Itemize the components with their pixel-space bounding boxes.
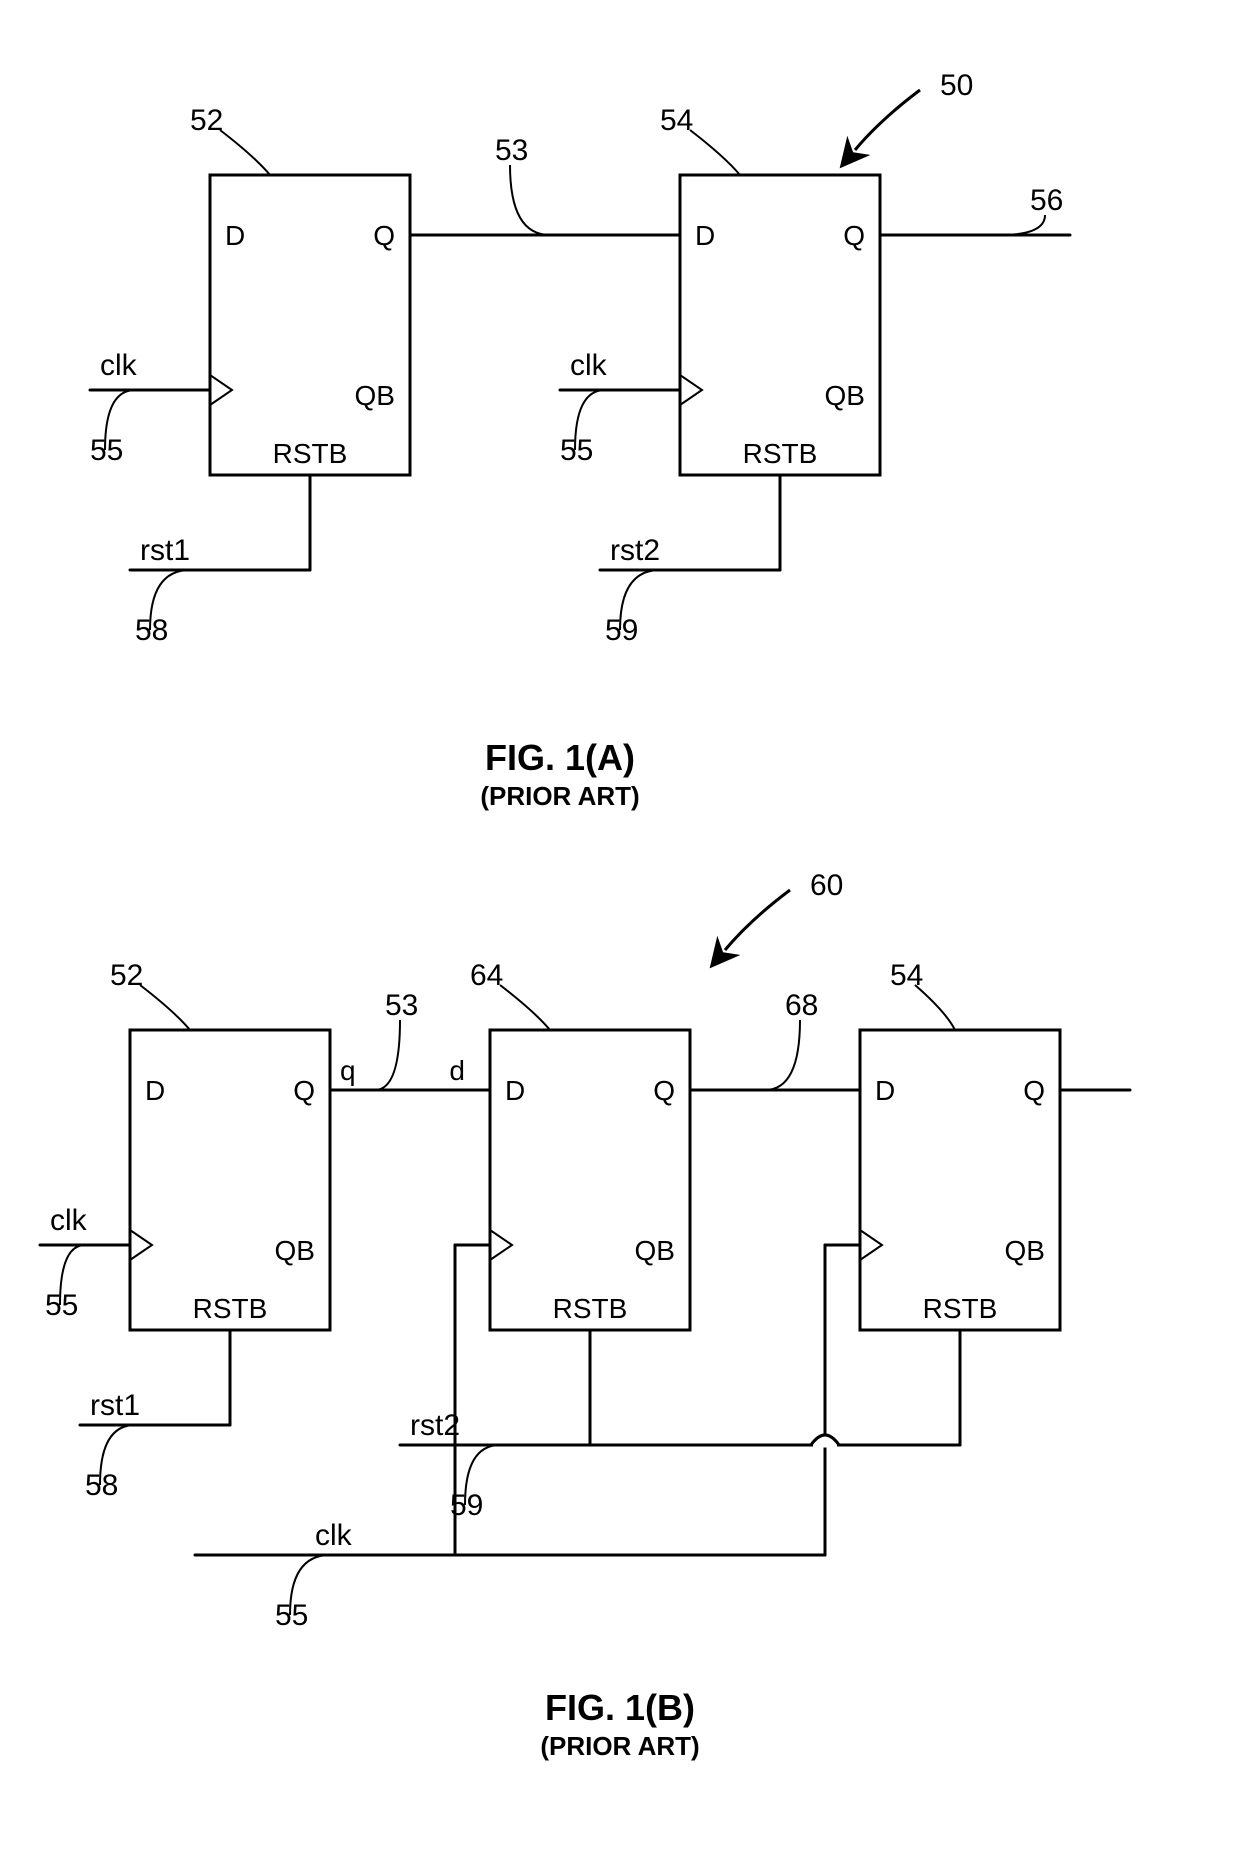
figB-ff3-pin-qb: QB <box>1005 1235 1045 1266</box>
ref-52-a: 52 <box>190 104 223 137</box>
figB-ff2-pin-d: D <box>505 1075 525 1106</box>
lbl-q: q <box>340 1055 356 1086</box>
ref-58-a: 58 <box>135 614 168 647</box>
page: DQQBRSTBDQQBRSTB5254505356clk55clk55rst1… <box>0 0 1240 1863</box>
ref-50: 50 <box>940 69 973 102</box>
sig-clk-a1: clk <box>100 349 138 382</box>
figB-ff3-pin-d: D <box>875 1075 895 1106</box>
sig-clk-b1: clk <box>50 1204 88 1237</box>
ref-54-a: 54 <box>660 104 693 137</box>
figA-ff2-pin-d: D <box>695 220 715 251</box>
ref-55-a1: 55 <box>90 434 123 467</box>
ref-55-b1: 55 <box>45 1289 78 1322</box>
figB-ff1-pin-d: D <box>145 1075 165 1106</box>
figA-ff1-pin-rstb: RSTB <box>273 438 348 469</box>
ref-68: 68 <box>785 989 818 1022</box>
sig-rst2-a: rst2 <box>610 534 660 567</box>
lbl-d: d <box>449 1055 465 1086</box>
ref-60: 60 <box>810 869 843 902</box>
sig-clk-a2: clk <box>570 349 608 382</box>
ref-56: 56 <box>1030 184 1063 217</box>
caption-fig1b-sub: (PRIOR ART) <box>540 1731 699 1761</box>
figB-ff1-pin-rstb: RSTB <box>193 1293 268 1324</box>
figB-ff2-pin-rstb: RSTB <box>553 1293 628 1324</box>
figB-ff1-pin-q: Q <box>293 1075 315 1106</box>
figB-ff1-pin-qb: QB <box>275 1235 315 1266</box>
caption-fig1b: FIG. 1(B) <box>545 1687 695 1728</box>
ref-52-b: 52 <box>110 959 143 992</box>
figA-ff2-pin-rstb: RSTB <box>743 438 818 469</box>
figB-ff2-pin-qb: QB <box>635 1235 675 1266</box>
figB-ff3-pin-q: Q <box>1023 1075 1045 1106</box>
figB-ff2-pin-q: Q <box>653 1075 675 1106</box>
ref-55-b2: 55 <box>275 1599 308 1632</box>
figB-ff3-pin-rstb: RSTB <box>923 1293 998 1324</box>
sig-rst1-b: rst1 <box>90 1389 140 1422</box>
sig-clkbus: clk <box>315 1519 353 1552</box>
ref-55-a2: 55 <box>560 434 593 467</box>
figA-ff1-pin-q: Q <box>373 220 395 251</box>
figA-ff1-pin-d: D <box>225 220 245 251</box>
caption-fig1a: FIG. 1(A) <box>485 737 635 778</box>
figA-ff2-pin-q: Q <box>843 220 865 251</box>
diagram-svg: DQQBRSTBDQQBRSTB5254505356clk55clk55rst1… <box>0 0 1240 1863</box>
sig-rst2-b: rst2 <box>410 1409 460 1442</box>
figA-ff1-pin-qb: QB <box>355 380 395 411</box>
ref-59-a: 59 <box>605 614 638 647</box>
ref-64: 64 <box>470 959 503 992</box>
ref-53-a: 53 <box>495 134 528 167</box>
sig-rst1-a: rst1 <box>140 534 190 567</box>
figA-ff2-pin-qb: QB <box>825 380 865 411</box>
caption-fig1a-sub: (PRIOR ART) <box>480 781 639 811</box>
ref-58-b: 58 <box>85 1469 118 1502</box>
ref-53-b: 53 <box>385 989 418 1022</box>
